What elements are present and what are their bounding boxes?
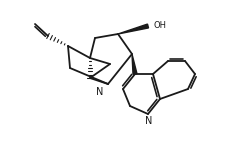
Text: N: N bbox=[96, 87, 104, 97]
Polygon shape bbox=[118, 24, 148, 34]
Polygon shape bbox=[132, 54, 137, 74]
Text: OH: OH bbox=[153, 21, 166, 31]
Text: N: N bbox=[145, 116, 153, 126]
